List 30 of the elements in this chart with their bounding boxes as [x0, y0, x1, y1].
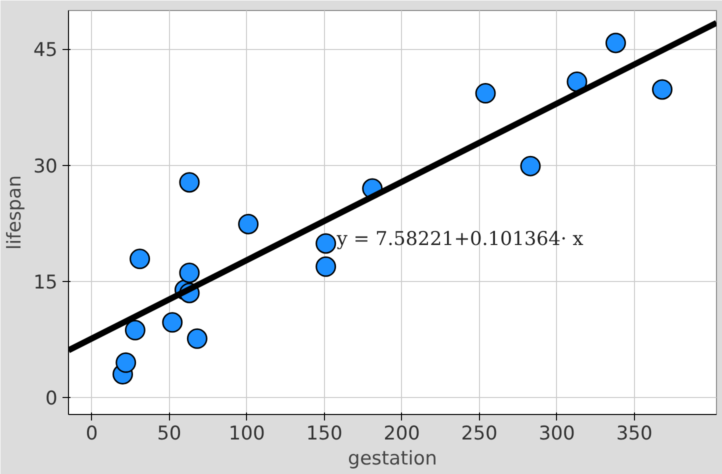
annotation: y = 7.58221+0.101364· x — [336, 228, 584, 250]
x-tick-label: 100 — [228, 422, 265, 444]
x-tick-label: 50 — [157, 422, 182, 444]
x-tick-label: 200 — [384, 422, 420, 444]
point — [179, 172, 200, 193]
point — [605, 32, 626, 54]
y-axis-title: lifespan — [3, 175, 26, 250]
point — [179, 262, 200, 284]
x-tick-label: 250 — [461, 422, 498, 444]
x-axis-title: gestation — [348, 448, 438, 470]
x-tick-label: 0 — [86, 422, 98, 444]
point — [520, 156, 541, 176]
x-tick-label: 300 — [538, 422, 575, 444]
x-tick-label: 150 — [306, 422, 342, 444]
point — [316, 233, 336, 254]
point — [186, 328, 208, 349]
point — [652, 79, 672, 100]
y-tick-label: 45 — [33, 39, 58, 62]
point — [238, 214, 259, 234]
y-tick-label: 30 — [33, 155, 58, 178]
point — [162, 312, 183, 333]
point — [316, 256, 336, 277]
point — [566, 71, 588, 92]
point — [130, 248, 150, 270]
point — [116, 352, 136, 373]
point — [124, 320, 146, 340]
y-tick-label: 0 — [45, 387, 58, 410]
y-tick-label: 15 — [33, 271, 58, 294]
point — [475, 83, 496, 104]
x-tick-label: 350 — [616, 422, 652, 444]
